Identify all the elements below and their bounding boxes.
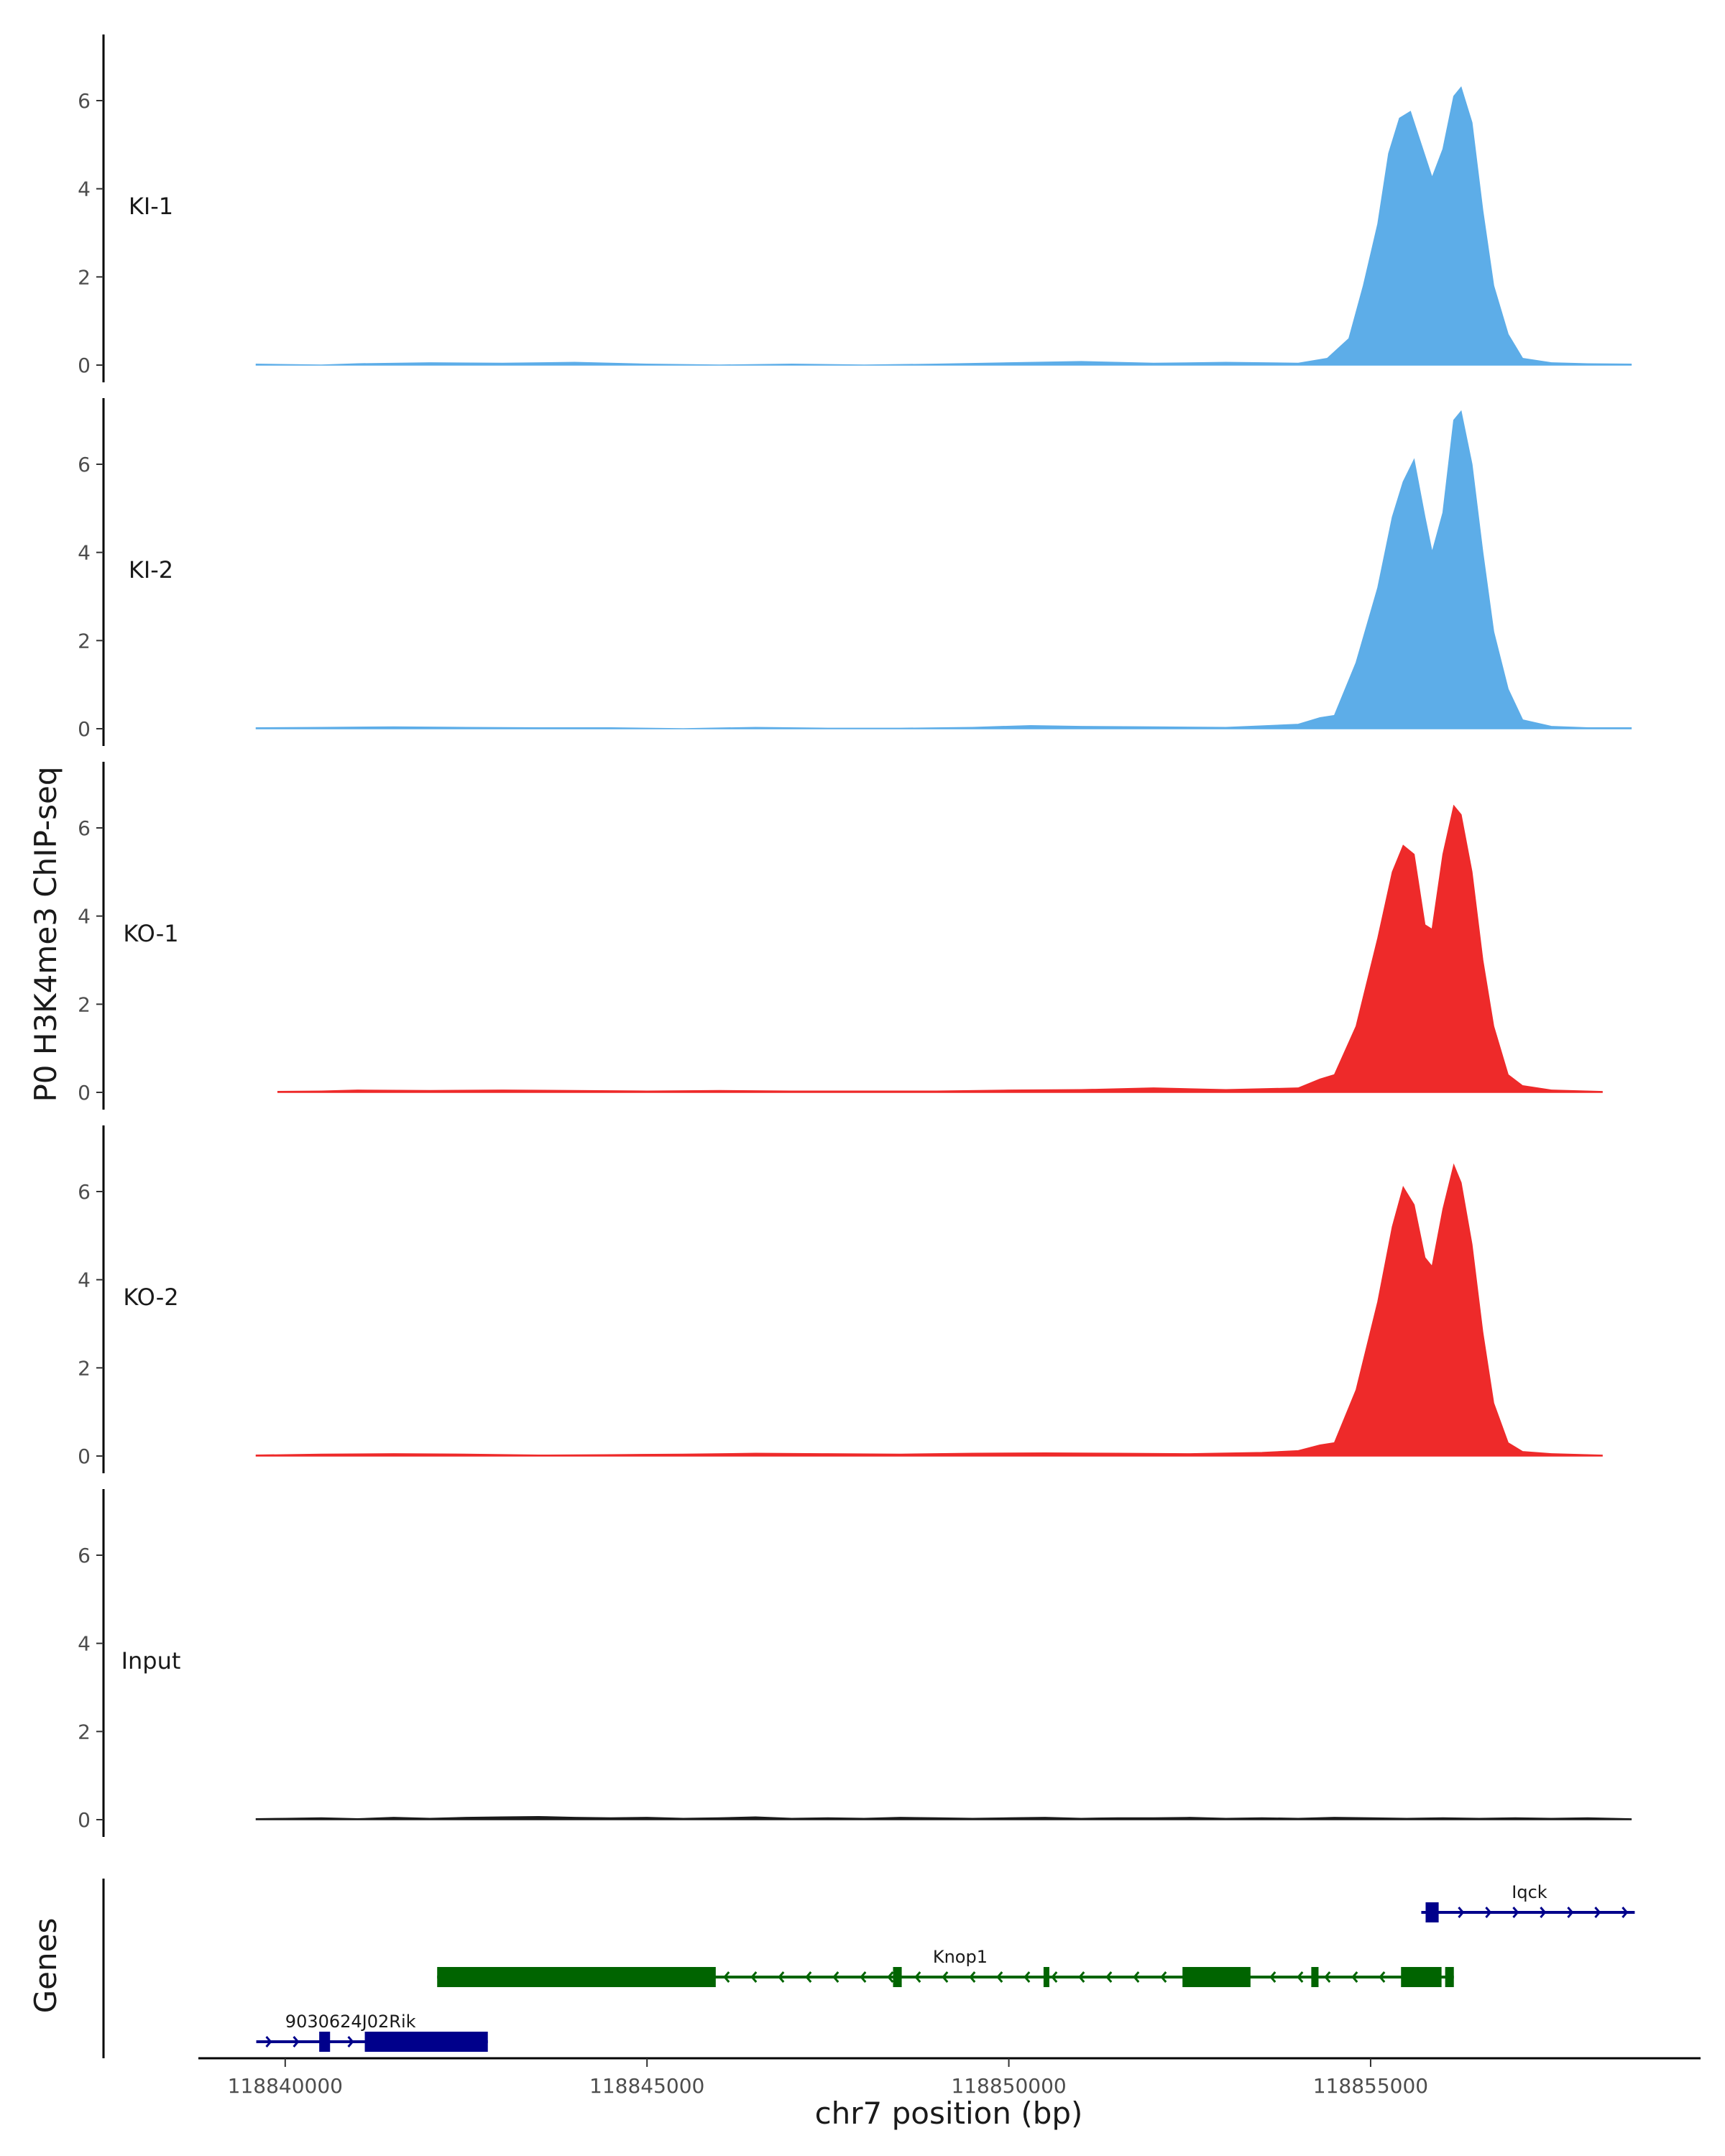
strand-chevron: [832, 1971, 840, 1983]
gene-label: 9030624J02Rik: [285, 2012, 416, 2032]
strand-chevron: [265, 2036, 272, 2047]
y-tick-label: 0: [78, 354, 91, 377]
strand-chevron: [942, 1971, 949, 1983]
gene-label: Iqck: [1512, 1882, 1547, 1902]
strand-chevron: [914, 1971, 921, 1983]
y-tick-label: 0: [78, 1808, 91, 1832]
strand-chevron: [293, 2036, 300, 2047]
y-tick-label: 2: [78, 992, 91, 1016]
strand-chevron: [778, 1971, 785, 1983]
strand-chevron: [1269, 1971, 1276, 1983]
strand-chevron: [1105, 1971, 1113, 1983]
strand-chevron: [1324, 1971, 1331, 1983]
track-label: KO-1: [123, 920, 178, 947]
coverage-area-ki-1: [255, 86, 1632, 366]
strand-chevron: [1351, 1971, 1358, 1983]
strand-chevron: [1622, 1907, 1629, 1918]
y-tick-label: 4: [78, 178, 91, 201]
strand-chevron: [887, 1971, 894, 1983]
gene-exon: [1445, 1967, 1454, 1987]
strand-chevron: [1458, 1907, 1465, 1918]
y-tick-label: 2: [78, 1356, 91, 1380]
strand-chevron: [996, 1971, 1003, 1983]
strand-chevron: [1297, 1971, 1304, 1983]
coverage-area-ko-2: [255, 1163, 1603, 1457]
gene-exon: [1182, 1967, 1251, 1987]
y-tick-label: 2: [78, 629, 91, 653]
gene-9030624j02rik: 9030624J02Rik: [256, 2012, 488, 2052]
y-tick-label: 6: [78, 816, 91, 840]
track-ki-1: 0 2 4 6 KI-1: [78, 34, 1632, 382]
strand-chevron: [723, 1971, 730, 1983]
track-ki-2: 0 2 4 6 KI-2: [78, 398, 1632, 746]
strand-chevron: [1160, 1971, 1167, 1983]
x-tick-label: 118840000: [228, 2074, 343, 2098]
y-tick-label: 0: [78, 1081, 91, 1105]
gene-exon: [1311, 1967, 1319, 1987]
genes-layer: Iqck Knop1 9030624J02Rik: [102, 1879, 1635, 2058]
strand-chevron: [1133, 1971, 1140, 1983]
coverage-area-ko-1: [277, 804, 1603, 1093]
strand-chevron: [1567, 1907, 1574, 1918]
gene-exon: [437, 1967, 716, 1987]
genes-axis-title: Genes: [28, 1918, 63, 2014]
strand-chevron: [1540, 1907, 1547, 1918]
gene-iqck: Iqck: [1421, 1882, 1635, 1922]
gene-knop1: Knop1: [437, 1947, 1454, 1987]
y-tick-label: 2: [78, 265, 91, 289]
y-axis-title: P0 H3K4me3 ChIP-seq: [28, 766, 63, 1102]
track-ko-1: 0 2 4 6 KO-1: [78, 762, 1603, 1110]
gene-label: Knop1: [933, 1947, 988, 1967]
y-tick-label: 6: [78, 453, 91, 476]
strand-chevron: [1594, 1907, 1601, 1918]
track-label: Input: [121, 1647, 181, 1674]
y-tick-label: 6: [78, 89, 91, 113]
y-tick-label: 0: [78, 1445, 91, 1468]
x-axis-title: chr7 position (bp): [815, 2096, 1083, 2131]
strand-chevron: [1512, 1907, 1519, 1918]
coverage-area-input: [255, 1815, 1632, 1820]
gene-exon: [1401, 1967, 1442, 1987]
gene-exon: [893, 1967, 902, 1987]
strand-chevron: [860, 1971, 867, 1983]
x-tick-label: 118850000: [951, 2074, 1066, 2098]
strand-chevron: [347, 2036, 354, 2047]
x-tick-label: 118845000: [589, 2074, 704, 2098]
y-tick-label: 4: [78, 541, 91, 565]
track-label: KO-2: [123, 1284, 178, 1311]
x-axis: 118840000 118845000 118850000 118855000: [198, 2057, 1701, 2098]
y-tick-label: 2: [78, 1720, 91, 1743]
coverage-area-ki-2: [255, 410, 1632, 729]
track-input: 0 2 4 6 Input: [78, 1489, 1632, 1837]
x-tick-label: 118855000: [1313, 2074, 1428, 2098]
tracks-layer: 0 2 4 6 KI-1 0 2 4 6 KI-2 0 2 4 6 KO-1 0 2 4 6 KO-2 0 2 4 6 Inpu…: [78, 34, 1632, 1837]
y-tick-label: 6: [78, 1544, 91, 1567]
y-tick-label: 4: [78, 1632, 91, 1656]
strand-chevron: [805, 1971, 812, 1983]
strand-chevron: [1485, 1907, 1492, 1918]
gene-exon: [1043, 1967, 1049, 1987]
gene-exon: [319, 2032, 331, 2052]
y-tick-label: 6: [78, 1180, 91, 1204]
strand-chevron: [1379, 1971, 1386, 1983]
track-label: KI-2: [129, 556, 173, 584]
strand-chevron: [750, 1971, 758, 1983]
track-label: KI-1: [129, 193, 173, 220]
gene-exon: [364, 2032, 488, 2052]
strand-chevron: [969, 1971, 976, 1983]
strand-chevron: [1051, 1971, 1058, 1983]
y-tick-label: 4: [78, 1268, 91, 1292]
track-ko-2: 0 2 4 6 KO-2: [78, 1125, 1603, 1473]
y-tick-label: 4: [78, 905, 91, 929]
strand-chevron: [1024, 1971, 1031, 1983]
y-tick-label: 0: [78, 717, 91, 741]
strand-chevron: [1078, 1971, 1085, 1983]
gene-exon: [1425, 1902, 1439, 1922]
